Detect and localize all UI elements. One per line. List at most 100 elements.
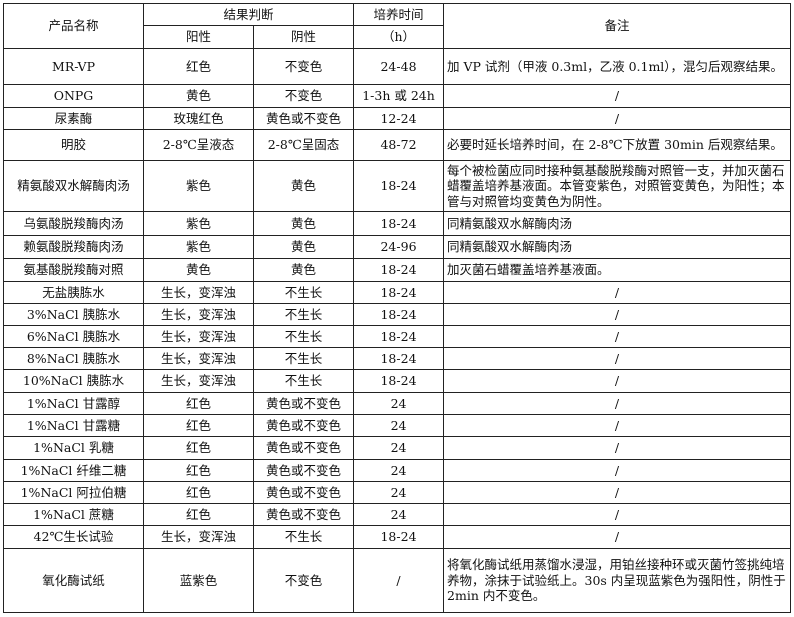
header-result: 结果判断 [142, 3, 355, 26]
negative-cell: 黄色或不变色 [252, 503, 355, 526]
negative-cell: 不生长 [252, 303, 355, 326]
table-row: 1%NaCl 蔗糖 红色 黄色或不变色 24/ [3, 503, 792, 526]
product-name-cell: 1%NaCl 蔗糖 [3, 503, 144, 526]
table-row: 42℃生长试验 生长，变浑浊 不生长 18-24/ [3, 525, 792, 549]
product-name-cell: 1%NaCl 纤维二糖 [3, 459, 144, 482]
positive-cell: 紫色 [143, 235, 254, 259]
product-name-cell: 3%NaCl 胰胨水 [3, 303, 144, 326]
product-name-cell: 氨基酸脱羧酶对照 [3, 258, 144, 282]
negative-cell: 黄色或不变色 [252, 481, 355, 504]
table-row: MR-VP 红色 不变色 24-48 加 VP 试剂（甲液 0.3ml，乙液 0.1ml… [3, 48, 792, 85]
product-name-cell: 尿素酶 [3, 107, 144, 130]
negative-cell: 黄色 [252, 235, 355, 259]
notes-cell: / [443, 281, 792, 304]
negative-cell: 不生长 [252, 525, 355, 549]
negative-cell: 黄色或不变色 [252, 107, 355, 130]
test-results-table: 产品名称 结果判断 培养时间 备注 阳性 阴性 （h） MR-VP 红色 不变色 24… [3, 3, 792, 613]
negative-cell: 不生长 [252, 347, 355, 370]
table-row: 8%NaCl 胰胨水 生长，变浑浊 不生长 18-24/ [3, 347, 792, 370]
table-row: 10%NaCl 胰胨水 生长，变浑浊 不生长 18-24/ [3, 369, 792, 393]
negative-cell: 不变色 [252, 48, 355, 85]
positive-cell: 红色 [143, 503, 254, 526]
notes-cell: 同精氨酸双水解酶肉汤 [443, 235, 792, 259]
table-row: 1%NaCl 阿拉伯糖 红色 黄色或不变色 24/ [3, 481, 792, 504]
time-cell: 12-24 [353, 107, 445, 130]
time-cell: 18-24 [353, 369, 445, 393]
positive-cell: 生长，变浑浊 [143, 281, 254, 304]
negative-cell: 黄色 [252, 258, 355, 282]
positive-cell: 紫色 [143, 160, 254, 212]
notes-cell: 加灭菌石蜡覆盖培养基液面。 [443, 258, 792, 282]
positive-cell: 黄色 [143, 258, 254, 282]
table-row: 1%NaCl 纤维二糖 红色 黄色或不变色 24/ [3, 459, 792, 482]
notes-cell: / [443, 414, 792, 437]
notes-cell: / [443, 481, 792, 504]
table-row: 3%NaCl 胰胨水 生长，变浑浊 不生长 18-24/ [3, 303, 792, 326]
table-row: 无盐胰胨水 生长，变浑浊 不生长 18-24/ [3, 281, 792, 304]
notes-cell: / [443, 459, 792, 482]
table-row: ONPG 黄色 不变色 1-3h 或 24h / [3, 84, 792, 108]
product-name-cell: 6%NaCl 胰胨水 [3, 325, 144, 348]
header-notes: 备注 [443, 3, 792, 49]
positive-cell: 蓝紫色 [143, 548, 254, 613]
notes-cell: / [443, 107, 792, 130]
product-name-cell: 1%NaCl 阿拉伯糖 [3, 481, 144, 504]
negative-cell: 不生长 [252, 369, 355, 393]
negative-cell: 不变色 [252, 548, 355, 613]
positive-cell: 玫瑰红色 [143, 107, 254, 130]
negative-cell: 黄色 [252, 211, 355, 236]
table-row: 6%NaCl 胰胨水 生长，变浑浊 不生长 18-24/ [3, 325, 792, 348]
notes-cell: / [443, 325, 792, 348]
positive-cell: 红色 [143, 436, 254, 460]
table-row: 1%NaCl 甘露醇 红色 黄色或不变色 24/ [3, 392, 792, 415]
notes-cell: 必要时延长培养时间，在 2-8℃下放置 30min 后观察结果。 [443, 129, 792, 161]
time-cell: 1-3h 或 24h [353, 84, 445, 108]
positive-cell: 生长，变浑浊 [143, 347, 254, 370]
negative-cell: 不生长 [252, 281, 355, 304]
negative-cell: 黄色 [252, 160, 355, 212]
negative-cell: 不生长 [252, 325, 355, 348]
product-name-cell: 明胶 [3, 129, 144, 161]
table-row: 氧化酶试纸 蓝紫色 不变色 / 将氧化酶试纸用蒸馏水浸湿，用铂丝接种环或灭菌竹签挑纯培养… [3, 548, 792, 613]
product-name-cell: 42℃生长试验 [3, 525, 144, 549]
notes-cell: / [443, 503, 792, 526]
product-name-cell: 1%NaCl 乳糖 [3, 436, 144, 460]
notes-cell: / [443, 84, 792, 108]
positive-cell: 红色 [143, 392, 254, 415]
time-cell: 18-24 [353, 303, 445, 326]
positive-cell: 红色 [143, 459, 254, 482]
positive-cell: 红色 [143, 414, 254, 437]
positive-cell: 生长，变浑浊 [143, 369, 254, 393]
table-row: 精氨酸双水解酶肉汤 紫色 黄色 18-24 每个被检菌应同时接种氨基酸脱羧酶对照管一支，… [3, 160, 792, 212]
notes-cell: / [443, 392, 792, 415]
product-name-cell: 1%NaCl 甘露糖 [3, 414, 144, 437]
notes-cell: / [443, 525, 792, 549]
time-cell: 24 [353, 392, 445, 415]
header-time: 培养时间 [353, 3, 445, 26]
table-row: 明胶 2-8℃呈液态 2-8℃呈固态 48-72 必要时延长培养时间，在 2-8℃下放置… [3, 129, 792, 161]
time-cell: 24-96 [353, 235, 445, 259]
time-cell: 24 [353, 436, 445, 460]
table-row: 氨基酸脱羧酶对照 黄色 黄色 18-24 加灭菌石蜡覆盖培养基液面。 [3, 258, 792, 282]
table-row: 1%NaCl 乳糖 红色 黄色或不变色 24/ [3, 436, 792, 460]
time-cell: 24 [353, 503, 445, 526]
negative-cell: 2-8℃呈固态 [252, 129, 355, 161]
header-positive: 阳性 [143, 25, 254, 49]
positive-cell: 紫色 [143, 211, 254, 236]
notes-cell: / [443, 369, 792, 393]
positive-cell: 2-8℃呈液态 [143, 129, 254, 161]
notes-cell: 加 VP 试剂（甲液 0.3ml，乙液 0.1ml），混匀后观察结果。 [443, 48, 792, 85]
product-name-cell: 无盐胰胨水 [3, 281, 144, 304]
negative-cell: 黄色或不变色 [252, 436, 355, 460]
time-cell: 18-24 [353, 347, 445, 370]
header-time-unit: （h） [353, 25, 445, 49]
time-cell: 18-24 [353, 325, 445, 348]
notes-cell: 每个被检菌应同时接种氨基酸脱羧酶对照管一支，并加灭菌石蜡覆盖培养基液面。本管变紫… [443, 160, 792, 212]
product-name-cell: 乌氨酸脱羧酶肉汤 [3, 211, 144, 236]
table-row: 赖氨酸脱羧酶肉汤 紫色 黄色 24-96 同精氨酸双水解酶肉汤 [3, 235, 792, 259]
time-cell: 24 [353, 481, 445, 504]
notes-cell: / [443, 303, 792, 326]
product-name-cell: 8%NaCl 胰胨水 [3, 347, 144, 370]
product-name-cell: 精氨酸双水解酶肉汤 [3, 160, 144, 212]
negative-cell: 黄色或不变色 [252, 392, 355, 415]
